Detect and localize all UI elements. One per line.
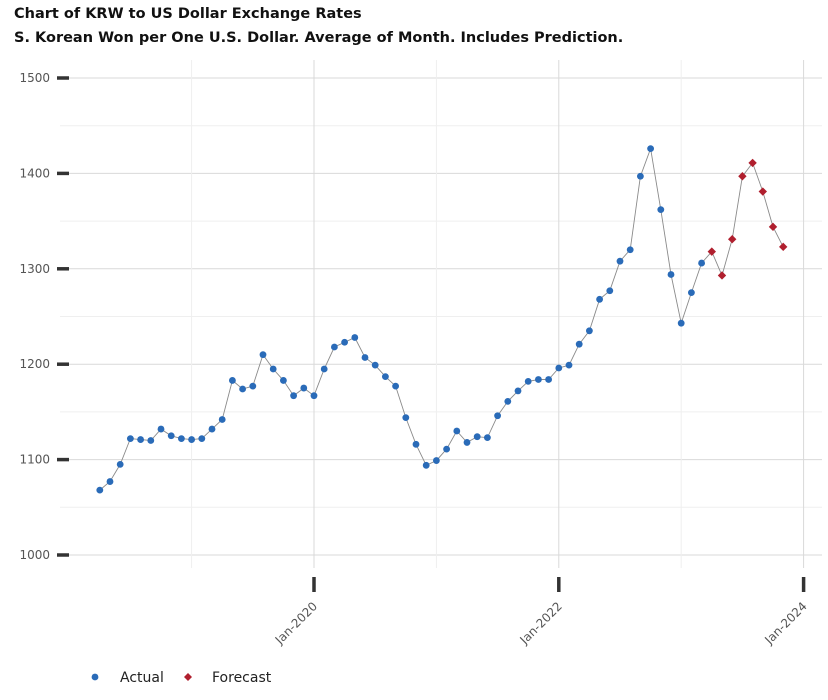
actual-point [310,392,318,400]
actual-point [606,287,614,295]
actual-point [575,340,583,348]
actual-point [504,398,512,405]
actual-point [361,354,369,361]
actual-point [392,382,399,390]
actual-point [280,377,287,384]
actual-point [249,382,257,390]
data-points [96,145,788,494]
x-tick-label: Jan-2024 [761,599,809,647]
y-tick-label: 1200 [19,357,50,371]
y-tick-label: 1300 [19,262,50,276]
actual-point [586,327,593,335]
actual-point [565,361,573,369]
actual-point [208,425,216,433]
actual-point [167,432,175,440]
actual-point [443,445,450,453]
actual-point [239,385,247,393]
forecast-point [758,187,767,196]
actual-point [545,376,552,383]
chart-title: Chart of KRW to US Dollar Exchange Rates [14,6,362,22]
actual-point [137,436,145,443]
actual-point [647,145,654,152]
actual-point [402,414,410,422]
actual-point [126,435,134,443]
actual-point [688,289,695,297]
y-tick-label: 1500 [19,71,50,85]
y-tick-label: 1000 [19,548,50,562]
actual-point [259,351,267,359]
actual-point [524,377,532,385]
forecast-point [738,172,747,181]
actual-point [626,246,634,254]
actual-point [677,319,685,327]
actual-point [412,440,420,448]
legend-forecast-marker [184,673,192,681]
actual-point [300,384,308,392]
actual-point [229,377,236,384]
legend-actual-label: Actual [120,670,164,686]
actual-point [667,271,675,278]
actual-point [371,361,379,369]
actual-point [178,435,185,443]
x-tick-label: Jan-2022 [517,599,565,647]
actual-point [351,334,359,341]
actual-point [422,461,430,469]
forecast-point [717,271,727,280]
actual-point [290,392,297,400]
actual-point [657,206,665,214]
actual-point [616,257,624,265]
actual-point [453,427,461,435]
forecast-point [728,235,737,244]
actual-point [473,433,481,441]
grid [60,60,822,568]
forecast-point [707,247,716,256]
actual-point [106,478,114,485]
actual-point [637,172,644,180]
actual-point [341,338,348,346]
actual-point [514,387,522,395]
actual-point [494,412,501,420]
y-tick-label: 1100 [19,453,50,467]
legend-forecast-label: Forecast [212,670,272,686]
actual-point [157,425,165,433]
actual-point [382,373,389,381]
y-tick-label: 1400 [19,166,50,180]
actual-point [535,376,542,383]
forecast-point [779,242,788,252]
actual-point [433,457,440,464]
actual-point [484,434,491,442]
actual-point [198,435,206,443]
actual-point [320,365,328,373]
chart-subtitle: S. Korean Won per One U.S. Dollar. Avera… [14,30,624,46]
legend: Actual Forecast [91,670,272,686]
actual-point [188,436,196,443]
actual-point [331,343,338,351]
actual-point [698,259,705,267]
forecast-point [768,222,778,232]
actual-point [555,364,563,372]
actual-point [269,365,277,373]
axes: 1000 1100 1200 1300 1400 1500 Jan-2020 Jan-2022… [19,71,809,648]
actual-point [116,460,124,468]
actual-point [463,439,471,446]
actual-point [147,437,155,444]
forecast-point [748,158,757,168]
legend-actual-marker [91,673,99,681]
actual-point [596,295,603,303]
actual-point [96,486,104,494]
actual-point [218,416,226,423]
x-tick-label: Jan-2020 [272,599,320,647]
